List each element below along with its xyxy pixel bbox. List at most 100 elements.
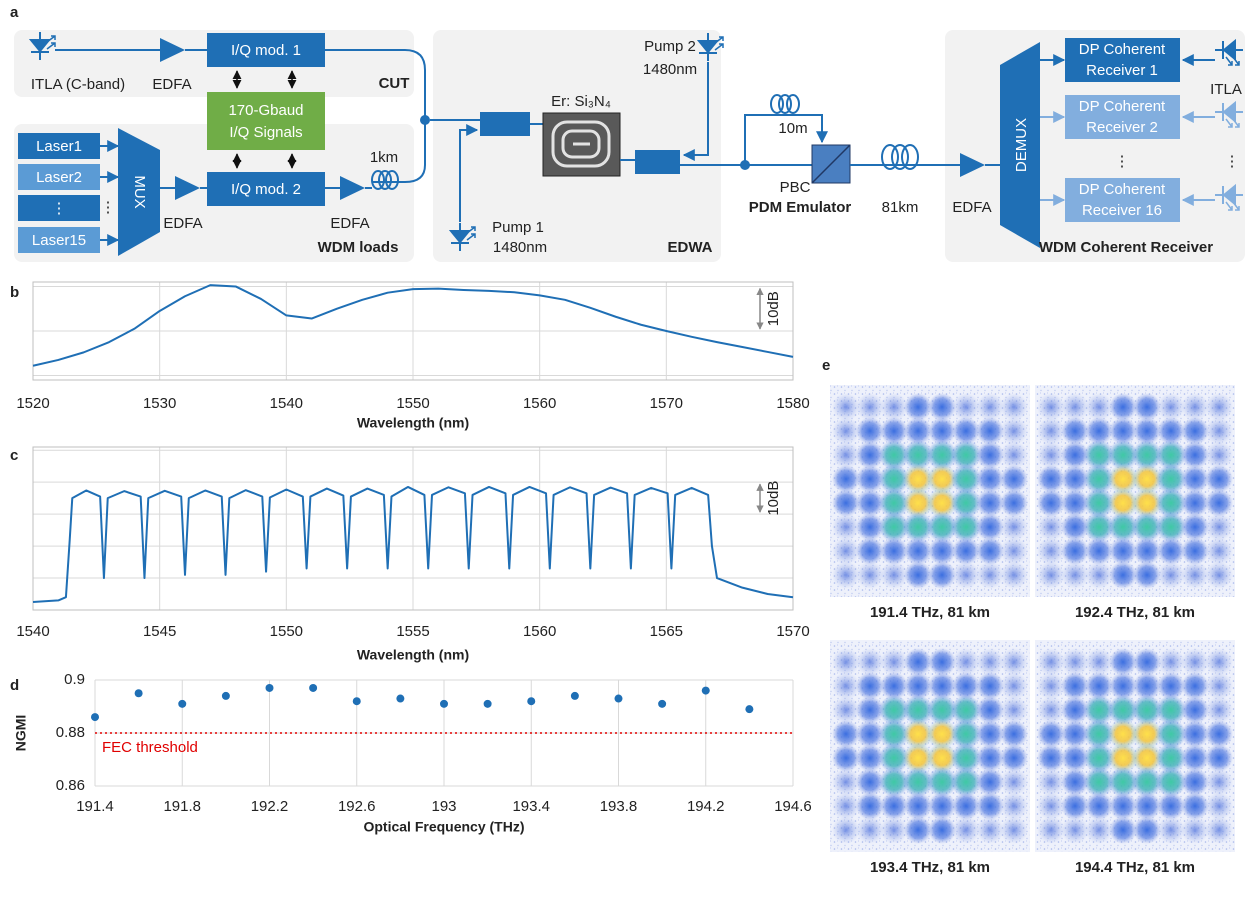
constellation-cluster (1181, 561, 1209, 589)
shape-rect (207, 92, 325, 150)
data-point (570, 691, 579, 700)
laser-label: ⋮ (52, 200, 67, 217)
constellation-cluster (879, 488, 909, 518)
shape-polygon (340, 176, 365, 200)
x-tick-label: 1555 (396, 623, 429, 640)
ellipsis: ⋮ (1225, 153, 1240, 170)
data-point (614, 694, 623, 703)
constellation-cluster (1061, 537, 1089, 565)
constellation-cluster (952, 648, 980, 676)
constellation-cluster (1132, 488, 1162, 518)
constellation-cluster (832, 513, 860, 541)
constellation-cluster (976, 417, 1004, 445)
x-axis-title: Wavelength (nm) (357, 647, 469, 663)
constellation-cluster (1000, 816, 1028, 844)
shape-ellipse (881, 144, 899, 170)
plot-border (32, 281, 794, 381)
constellation-cluster (879, 719, 909, 749)
shape-line (811, 144, 851, 184)
constellation-cluster (1085, 816, 1113, 844)
shape-rect (18, 227, 100, 253)
constellation-cluster (1000, 648, 1028, 676)
shape-path (398, 120, 426, 183)
constellation-cluster (1085, 672, 1113, 700)
constellation-cluster (1037, 393, 1065, 421)
constellation-cluster (1181, 720, 1209, 748)
constellation-cluster (1181, 537, 1209, 565)
shape-polygon (960, 153, 985, 177)
data-point (134, 689, 143, 698)
x-axis-title: Wavelength (nm) (357, 415, 469, 431)
demux-label: DEMUX (1013, 118, 1030, 172)
shape-ellipse (778, 94, 792, 114)
constellation-cluster (1084, 488, 1114, 518)
constellation-cluster (1205, 537, 1233, 565)
x-tick-label: 1570 (776, 623, 809, 640)
constellation-cluster (832, 672, 860, 700)
panel-label: e (822, 357, 830, 374)
constellation-cluster (1181, 744, 1209, 772)
constellation-cluster (1037, 696, 1065, 724)
ellipsis: ⋮ (1115, 153, 1130, 170)
panel-label: a (10, 4, 19, 21)
constellation-cluster (1157, 816, 1185, 844)
pump-label: 1480nm (643, 61, 697, 78)
constellation-cluster (1109, 537, 1137, 565)
constellation-caption: 193.4 THz, 81 km (870, 859, 990, 876)
constellation-cluster (1061, 513, 1089, 541)
constellation-cluster (879, 767, 909, 797)
panel-labels: a b c d e (10, 4, 830, 694)
shape-ellipse (786, 94, 800, 114)
constellation-cluster (903, 488, 933, 518)
constellation-cluster (1061, 816, 1089, 844)
constellation-cluster (928, 792, 956, 820)
constellation-cluster (856, 393, 884, 421)
shape-path (365, 181, 398, 189)
constellation-cluster (1037, 561, 1065, 589)
constellation-cluster (1133, 792, 1161, 820)
constellation-cluster (1181, 792, 1209, 820)
x-tick-label: 1520 (16, 395, 49, 412)
constellation-cluster (1132, 719, 1162, 749)
constellation-cluster (952, 816, 980, 844)
constellation-cluster (1109, 816, 1137, 844)
constellation-cluster (1181, 489, 1209, 517)
data-point (265, 683, 274, 692)
constellation-cluster (928, 672, 956, 700)
constellation-cluster (1108, 488, 1138, 518)
constellation-cluster (1133, 537, 1161, 565)
constellation-cluster (1061, 417, 1089, 445)
constellation-cluster (951, 767, 981, 797)
constellation-cluster (856, 744, 884, 772)
constellation-cluster (1061, 393, 1089, 421)
constellation-cluster (832, 465, 860, 493)
constellation-cluster (951, 719, 981, 749)
x-tick-label: 1540 (16, 623, 49, 640)
constellation-cluster (1181, 672, 1209, 700)
constellation-cluster (856, 465, 884, 493)
constellation-cluster (1085, 561, 1113, 589)
constellation-cluster (1037, 744, 1065, 772)
constellation-cluster (1061, 672, 1089, 700)
constellation-cluster (1205, 648, 1233, 676)
constellation-cluster (1205, 465, 1233, 493)
shape-rect (18, 164, 100, 190)
receiver-label: Receiver 16 (1082, 202, 1162, 219)
shape-rect (18, 195, 100, 221)
amplifier-label: EDFA (952, 199, 991, 216)
constellation-cluster (1037, 672, 1065, 700)
constellation-cluster (976, 465, 1004, 493)
constellation-cluster (832, 561, 860, 589)
constellation-cluster (1157, 792, 1185, 820)
constellation-cluster (1084, 719, 1114, 749)
panel-label: d (10, 677, 19, 694)
constellation-cluster (976, 513, 1004, 541)
constellation-cluster (1109, 393, 1137, 421)
constellation-cluster (927, 767, 957, 797)
section-label: PDM Emulator (749, 199, 852, 216)
constellation-cluster (1085, 537, 1113, 565)
constellation-cluster (1133, 393, 1161, 421)
data-point (440, 699, 448, 708)
shape-ellipse (770, 94, 784, 114)
data-point (701, 686, 710, 695)
